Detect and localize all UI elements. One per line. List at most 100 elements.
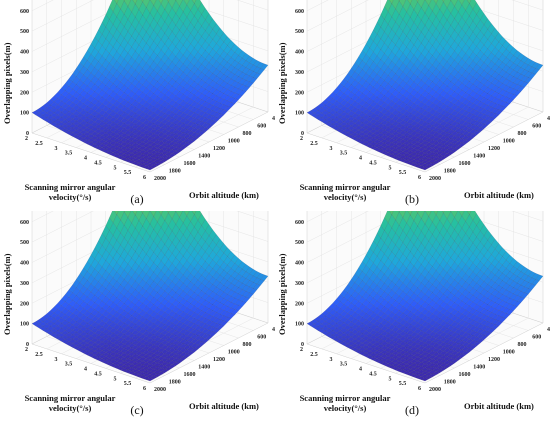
surface-patch	[410, 155, 418, 160]
surface-patch	[201, 286, 210, 294]
surface-patch	[424, 304, 433, 312]
surface-patch	[402, 370, 411, 375]
surface-patch	[476, 117, 485, 123]
surface-patch	[472, 55, 481, 65]
surface-patch	[179, 245, 188, 257]
surface-patch	[83, 347, 92, 352]
surface-patch	[461, 92, 470, 100]
surface-patch	[205, 44, 213, 55]
surface-patch	[138, 368, 147, 373]
surface-patch	[454, 137, 463, 142]
surface-patch	[446, 330, 455, 336]
z-tick-label: 200	[20, 301, 29, 307]
surface-patch	[208, 115, 217, 121]
surface-patch	[480, 255, 488, 266]
surface-patch	[141, 0, 144, 3]
surface-patch	[457, 330, 466, 337]
surface-patch	[428, 55, 437, 66]
surface-patch	[432, 343, 441, 349]
surface-patch	[79, 66, 88, 76]
surface-plot-a: 010020030040050060070080022.533.544.555.…	[20, 0, 275, 182]
surface-patch	[457, 108, 466, 115]
surface-patch	[509, 69, 518, 77]
surface-patch	[182, 142, 191, 147]
surface-patch	[465, 323, 474, 330]
surface-patch	[179, 255, 188, 267]
surface-patch	[476, 107, 485, 113]
surface-patch	[509, 88, 518, 95]
surface-patch	[421, 268, 429, 278]
surface-patch	[446, 276, 455, 285]
surface-patch	[384, 342, 393, 348]
surface-patch	[160, 9, 169, 23]
surface-patch	[168, 61, 176, 71]
surface-patch	[416, 211, 419, 214]
surface-patch	[450, 279, 459, 289]
surface-patch	[179, 54, 188, 64]
surface-patch	[153, 23, 162, 36]
surface-patch	[446, 353, 455, 359]
surface-patch	[480, 302, 488, 309]
surface-patch	[109, 338, 118, 344]
surface-patch	[421, 97, 429, 105]
y-tick-label: 2.5	[35, 141, 43, 147]
surface-patch	[443, 310, 451, 318]
surface-patch	[197, 266, 206, 276]
surface-patch	[160, 21, 169, 34]
surface-patch	[446, 56, 455, 66]
surface-patch	[469, 114, 477, 120]
surface-patch	[183, 67, 191, 76]
surface-patch	[450, 121, 459, 127]
surface-patch	[149, 30, 158, 42]
surface-patch	[417, 113, 426, 120]
surface-patch	[168, 111, 177, 118]
x-tick-label: 400	[547, 327, 550, 333]
surface-patch	[134, 373, 143, 378]
z-tick-label: 0	[301, 131, 304, 137]
surface-patch	[398, 139, 407, 144]
surface-patch	[421, 236, 429, 249]
surface-patch	[175, 211, 183, 218]
surface-patch	[186, 139, 195, 145]
surface-patch	[432, 68, 440, 78]
surface-patch	[216, 238, 224, 250]
surface-patch	[171, 134, 180, 139]
surface-patch	[465, 112, 474, 119]
surface-patch	[142, 298, 151, 307]
surface-patch	[487, 271, 496, 280]
x-tick-label: 1600	[184, 372, 196, 378]
surface-patch	[399, 0, 407, 7]
surface-patch	[480, 245, 488, 257]
surface-patch	[179, 141, 188, 146]
surface-patch	[395, 334, 404, 340]
surface-patch	[116, 109, 125, 116]
surface-patch	[446, 102, 455, 109]
surface-patch	[219, 270, 228, 279]
surface-patch	[439, 237, 448, 250]
surface-patch	[201, 218, 210, 232]
surface-patch	[439, 225, 448, 239]
surface-patch	[413, 27, 422, 39]
surface-patch	[480, 308, 488, 315]
surface-patch	[171, 224, 180, 237]
z-tick-label: 200	[295, 90, 304, 96]
surface-patch	[79, 120, 88, 126]
surface-patch	[483, 331, 492, 337]
surface-patch	[476, 286, 485, 294]
surface-patch	[105, 345, 114, 351]
surface-patch	[417, 273, 426, 283]
surface-patch	[454, 54, 463, 64]
surface-patch	[171, 114, 180, 120]
surface-patch	[238, 295, 247, 302]
surface-patch	[469, 253, 477, 264]
surface-patch	[420, 159, 430, 164]
surface-patch	[483, 298, 492, 305]
surface-patch	[175, 271, 184, 281]
surface-patch	[509, 82, 518, 89]
surface-patch	[413, 111, 422, 118]
x-tick-label: 1000	[503, 350, 515, 356]
surface-patch	[201, 278, 210, 287]
z-tick-label: 200	[20, 90, 29, 96]
surface-patch	[398, 211, 400, 213]
surface-patch	[179, 290, 188, 299]
